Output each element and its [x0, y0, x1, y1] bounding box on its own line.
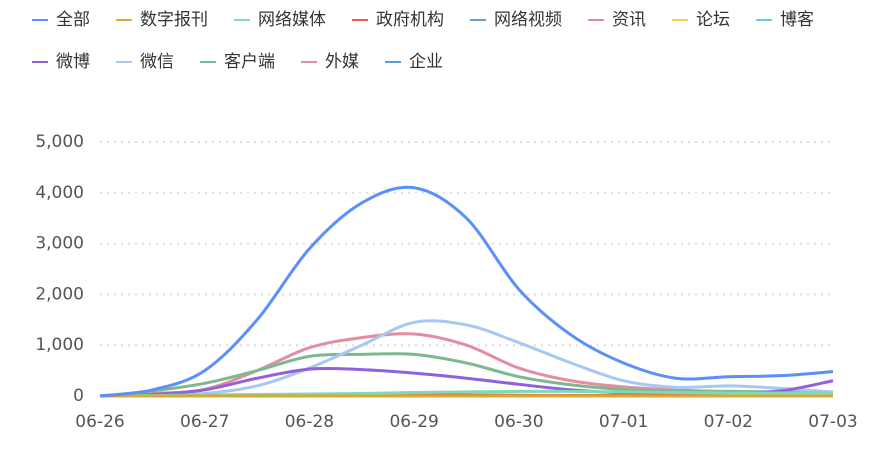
legend-item[interactable]: 微博 [32, 52, 90, 72]
y-tick-label: 4,000 [35, 183, 84, 203]
y-tick-label: 2,000 [35, 284, 84, 304]
x-tick-label: 07-03 [808, 412, 857, 432]
legend-label: 外媒 [325, 52, 359, 72]
legend-item[interactable]: 微信 [116, 52, 174, 72]
legend-label: 微信 [140, 52, 174, 72]
x-tick-label: 06-27 [180, 412, 229, 432]
legend-item[interactable]: 外媒 [301, 52, 359, 72]
legend-label: 网络视频 [494, 10, 562, 30]
legend-item[interactable]: 网络视频 [470, 10, 562, 30]
legend-label: 数字报刊 [140, 10, 208, 30]
plot [99, 185, 834, 398]
x-tick-label: 07-01 [599, 412, 648, 432]
legend-label: 全部 [56, 10, 90, 30]
x-tick-label: 06-29 [389, 412, 438, 432]
legend-label: 网络媒体 [258, 10, 326, 30]
legend-label: 论坛 [696, 10, 730, 30]
legend-item[interactable]: 博客 [756, 10, 814, 30]
legend-label: 政府机构 [376, 10, 444, 30]
y-tick-label: 5,000 [35, 132, 84, 152]
legend-label: 微博 [56, 52, 90, 72]
legend-label: 客户端 [224, 52, 275, 72]
legend-label: 博客 [780, 10, 814, 30]
legend-item[interactable]: 客户端 [200, 52, 275, 72]
x-tick-label: 06-28 [285, 412, 334, 432]
y-tick-label: 3,000 [35, 234, 84, 254]
legend-item[interactable]: 网络媒体 [234, 10, 326, 30]
legend-label: 资讯 [612, 10, 646, 30]
series-line [99, 319, 834, 398]
series-line [99, 185, 834, 398]
y-tick-label: 0 [73, 386, 84, 406]
legend-item[interactable]: 政府机构 [352, 10, 444, 30]
y-tick-label: 1,000 [35, 335, 84, 355]
x-tick-label: 06-30 [494, 412, 543, 432]
legend-item[interactable]: 全部 [32, 10, 90, 30]
legend-item[interactable]: 数字报刊 [116, 10, 208, 30]
x-tick-label: 06-26 [75, 412, 124, 432]
x-tick-label: 07-02 [704, 412, 753, 432]
legend-item[interactable]: 论坛 [672, 10, 730, 30]
legend-item[interactable]: 资讯 [588, 10, 646, 30]
series-line [99, 352, 834, 398]
legend-label: 企业 [409, 52, 443, 72]
legend-item[interactable]: 企业 [385, 52, 443, 72]
